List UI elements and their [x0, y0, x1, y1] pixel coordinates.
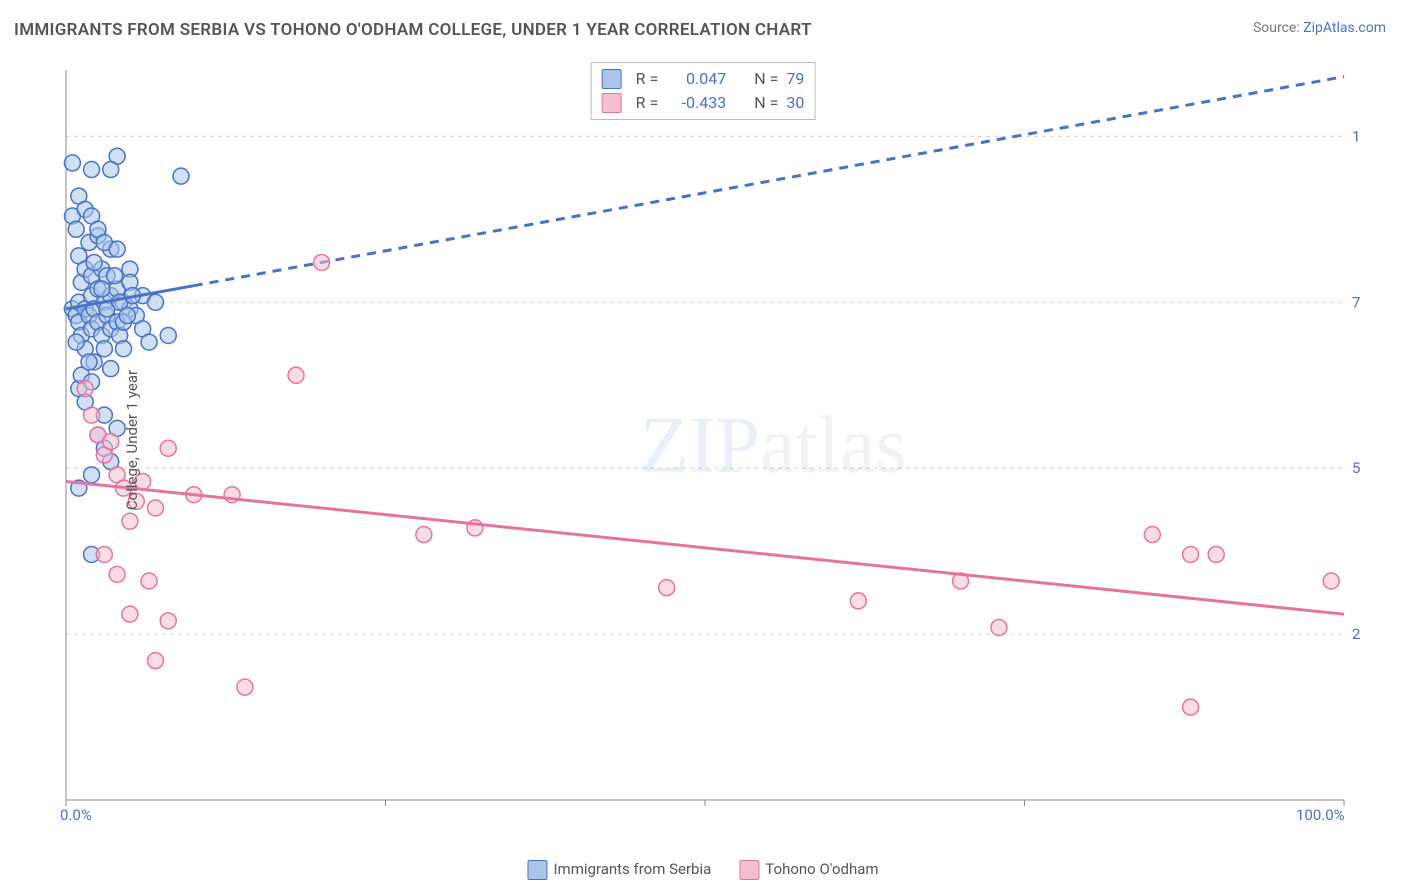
source-link[interactable]: ZipAtlas.com	[1303, 20, 1386, 36]
x-tick-label-left: 0.0%	[60, 806, 92, 820]
source-label: Source:	[1253, 20, 1300, 36]
scatter-point	[141, 334, 157, 350]
scatter-point	[659, 580, 675, 596]
legend-r-label: R =	[636, 67, 659, 91]
scatter-point	[103, 361, 119, 377]
legend-n-value: 30	[786, 91, 804, 115]
source-attribution: Source: ZipAtlas.com	[1253, 20, 1386, 36]
scatter-point	[103, 162, 119, 178]
scatter-point	[96, 341, 112, 357]
scatter-point	[68, 334, 84, 350]
legend-swatch	[602, 93, 622, 113]
legend-swatch	[527, 860, 547, 880]
scatter-point	[122, 513, 138, 529]
scatter-point	[991, 619, 1007, 635]
legend-swatch	[602, 69, 622, 89]
scatter-point	[96, 546, 112, 562]
scatter-point	[288, 367, 304, 383]
x-tick-label-right: 100.0%	[1296, 806, 1345, 820]
correlation-legend: R = 0.047 N = 79 R = -0.433 N = 30	[591, 62, 816, 120]
legend-item: Immigrants from Serbia	[527, 860, 711, 880]
scatter-point	[107, 268, 123, 284]
legend-r-value: -0.433	[666, 91, 726, 115]
series-legend: Immigrants from Serbia Tohono O'odham	[527, 860, 878, 880]
scatter-point	[1183, 699, 1199, 715]
scatter-point	[86, 254, 102, 270]
scatter-point	[94, 281, 110, 297]
scatter-point	[1183, 546, 1199, 562]
scatter-point	[84, 467, 100, 483]
legend-label: Immigrants from Serbia	[553, 860, 711, 878]
scatter-point	[103, 434, 119, 450]
scatter-point	[237, 679, 253, 695]
scatter-point	[160, 327, 176, 343]
scatter-point	[122, 606, 138, 622]
legend-item: Tohono O'odham	[739, 860, 878, 880]
scatter-point	[147, 500, 163, 516]
scatter-point	[314, 254, 330, 270]
scatter-point	[77, 381, 93, 397]
legend-r-value: 0.047	[666, 67, 726, 91]
chart-title: IMMIGRANTS FROM SERBIA VS TOHONO O'ODHAM…	[14, 20, 812, 40]
legend-row: R = -0.433 N = 30	[602, 91, 805, 115]
scatter-point	[141, 573, 157, 589]
y-tick-label: 25.0%	[1352, 625, 1360, 643]
scatter-point	[173, 168, 189, 184]
legend-label: Tohono O'odham	[765, 860, 878, 878]
scatter-point	[119, 308, 135, 324]
scatter-point	[1323, 573, 1339, 589]
scatter-point	[147, 653, 163, 669]
scatter-point	[1144, 527, 1160, 543]
y-tick-label: 100.0%	[1352, 127, 1360, 145]
scatter-point	[116, 341, 132, 357]
legend-n-label: N =	[754, 91, 778, 115]
scatter-point	[147, 294, 163, 310]
scatter-point	[160, 613, 176, 629]
legend-n-label: N =	[754, 67, 778, 91]
y-tick-label: 50.0%	[1352, 459, 1360, 477]
legend-row: R = 0.047 N = 79	[602, 67, 805, 91]
scatter-point	[1208, 546, 1224, 562]
scatter-point	[84, 162, 100, 178]
scatter-point	[81, 354, 97, 370]
scatter-point	[68, 221, 84, 237]
scatter-plot: College, Under 1 year 25.0% 50.0% 75.0% 100…	[50, 60, 1360, 820]
scatter-point	[850, 593, 866, 609]
scatter-point	[109, 566, 125, 582]
legend-n-value: 79	[786, 67, 804, 91]
chart-svg: 25.0% 50.0% 75.0% 100.0% 0.0% 100.0%	[50, 60, 1360, 820]
scatter-point	[64, 155, 80, 171]
scatter-point	[109, 241, 125, 257]
scatter-point	[84, 407, 100, 423]
y-tick-label: 75.0%	[1352, 293, 1360, 311]
scatter-point	[416, 527, 432, 543]
scatter-point	[160, 440, 176, 456]
y-axis-label: College, Under 1 year	[123, 370, 141, 510]
legend-swatch	[739, 860, 759, 880]
legend-r-label: R =	[636, 91, 659, 115]
trend-line	[66, 481, 1344, 614]
